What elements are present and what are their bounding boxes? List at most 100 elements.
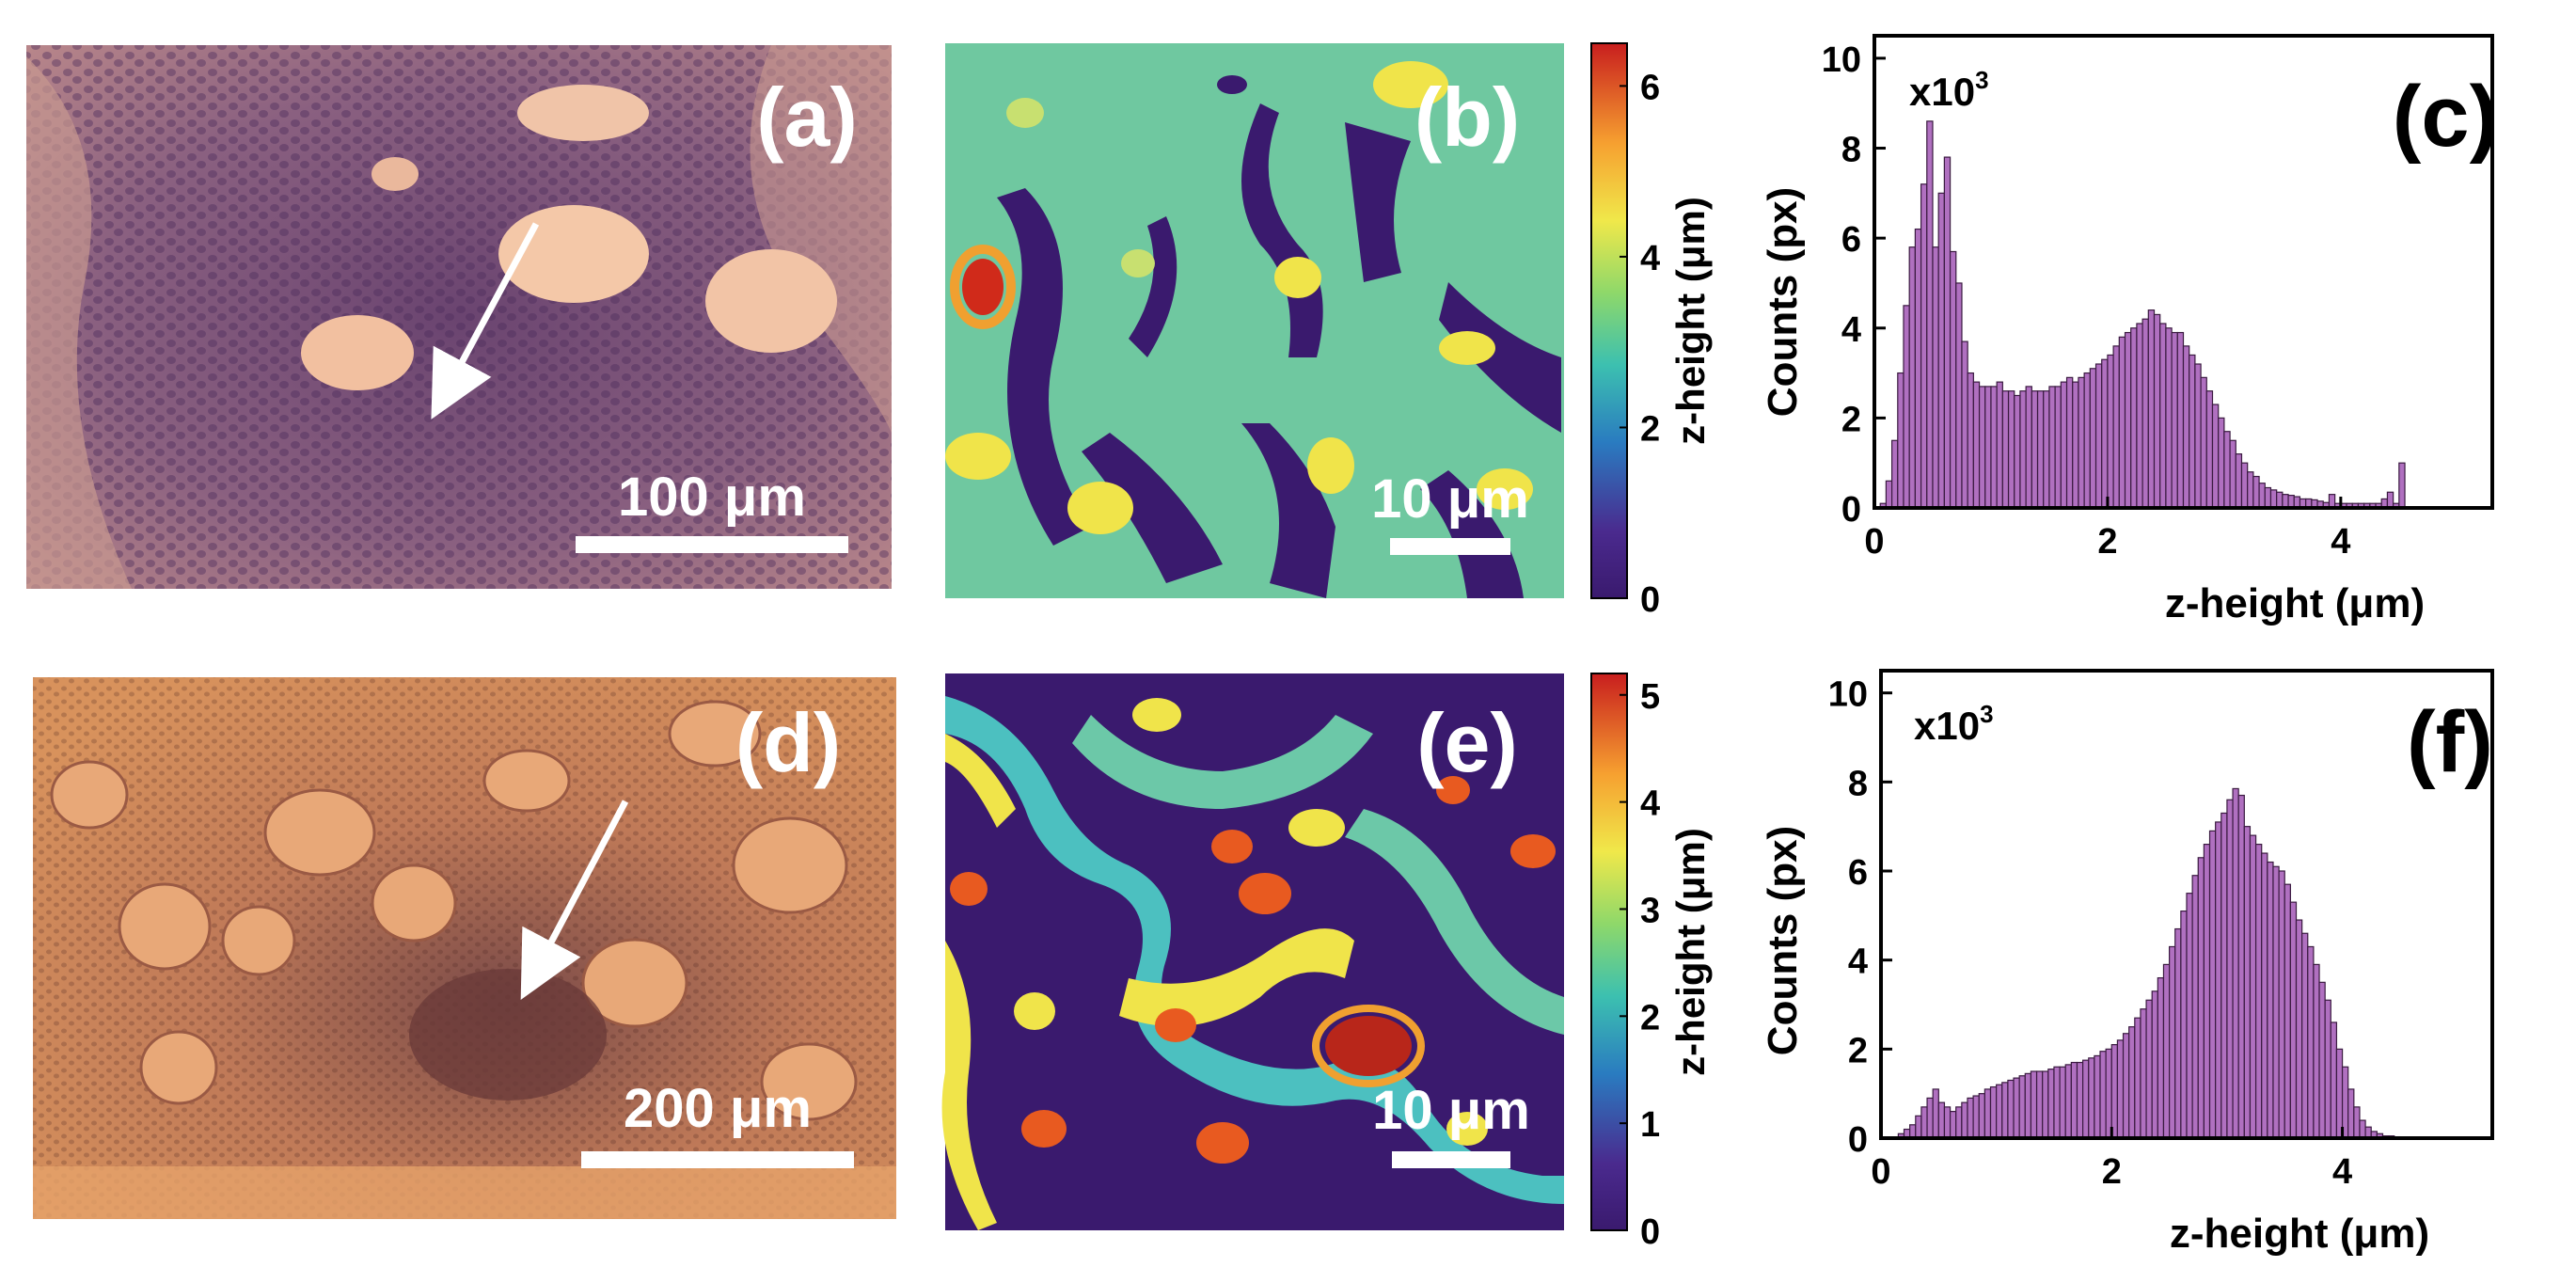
histogram-bar <box>2328 494 2336 509</box>
histogram-bar <box>2116 1039 2125 1139</box>
histogram-bar <box>1914 228 1922 509</box>
histogram-bar <box>1897 372 1904 509</box>
histogram-bar <box>2398 462 2406 509</box>
histogram-bar <box>2094 363 2103 509</box>
histogram-bar <box>2128 1026 2136 1139</box>
histogram-bar <box>1984 386 1992 509</box>
histogram-bar <box>1890 439 1899 509</box>
histogram-bar <box>2136 323 2143 509</box>
histogram-bar <box>1961 341 1968 509</box>
histogram-bar <box>2014 394 2021 509</box>
histogram-bar <box>2001 1082 2009 1139</box>
histogram-bar <box>2176 331 2185 509</box>
histogram-bar <box>2289 901 2298 1139</box>
histogram-bar <box>2089 368 2097 509</box>
colorbar-tick-label: 2 <box>1640 409 1660 449</box>
histogram-bar <box>2313 963 2320 1139</box>
histogram-bar <box>2186 893 2193 1139</box>
plot-frame <box>1873 34 2494 510</box>
histogram-bar <box>2169 945 2176 1139</box>
histogram-bar <box>2330 1022 2338 1139</box>
histogram-bar <box>2053 1066 2061 1139</box>
histogram-bar <box>2124 331 2132 509</box>
panel-label-e: (e) <box>1416 696 1518 789</box>
histogram-bar <box>2035 1070 2044 1139</box>
histogram-bar <box>2122 1033 2130 1139</box>
histogram-bar <box>2025 386 2032 509</box>
colorbar-1: z-height (μm) 0 2 4 6 <box>1590 42 1713 620</box>
histogram-bar <box>2118 336 2126 509</box>
arrow-d <box>520 800 629 1000</box>
histogram-bar <box>2105 1048 2112 1139</box>
multiplier-c: x103 <box>1909 66 1989 114</box>
panel-label-d: (d) <box>735 696 841 789</box>
scale-bar-label-e: 10 μm <box>1372 1080 1530 1141</box>
panel-b: 10 μm (b) <box>945 43 1564 598</box>
histogram-bar <box>2048 386 2056 509</box>
histogram-bar <box>2208 830 2217 1139</box>
histogram-bar <box>1937 192 1945 509</box>
x-tick-label: 2 <box>2102 1152 2122 1192</box>
histogram-bar <box>2215 821 2222 1139</box>
colorbar-2-gradient <box>1590 673 1628 1231</box>
histogram-bar <box>2078 376 2085 509</box>
histogram-bar <box>2145 999 2153 1139</box>
histogram-bar <box>2112 345 2120 509</box>
y-tick-label: 10 <box>1822 40 1861 80</box>
colorbar-tick-label: 2 <box>1640 998 1660 1037</box>
histogram-bar <box>2347 1088 2355 1139</box>
histogram-bar <box>2101 358 2109 509</box>
histogram-bar <box>2252 475 2260 509</box>
histogram-bar <box>2353 1106 2361 1139</box>
scale-bar-label-b: 10 μm <box>1371 468 1529 530</box>
histogram-bar <box>1972 381 1981 509</box>
histogram-bar <box>2140 1008 2147 1139</box>
histogram-bar <box>2088 1057 2095 1139</box>
histogram-bar <box>1926 120 1934 509</box>
histogram-bar <box>2182 345 2190 509</box>
histogram-bar <box>2261 852 2268 1139</box>
y-tick-label: 8 <box>1841 131 1861 170</box>
histogram-bar <box>2157 976 2165 1139</box>
colorbar-1-label: z-height (μm) <box>1668 197 1713 445</box>
panel-label-a: (a) <box>756 71 858 164</box>
histogram-bar <box>2082 1059 2090 1139</box>
panel-label-b: (b) <box>1414 71 1520 164</box>
histogram-bar <box>2191 875 2199 1139</box>
histogram-bar <box>2194 363 2202 509</box>
histogram-bar <box>2324 999 2331 1139</box>
y-tick-label: 0 <box>1848 1120 1868 1160</box>
y-tick-label: 2 <box>1841 400 1861 439</box>
y-tick-label: 8 <box>1848 764 1868 803</box>
plot-frame <box>1879 669 2494 1140</box>
histogram-bar <box>2180 910 2188 1139</box>
height-peak-b <box>962 259 1004 315</box>
histogram-bar <box>2159 323 2167 509</box>
colorbar-1-gradient <box>1590 42 1628 599</box>
histogram-bar <box>2064 1064 2072 1139</box>
arrow-a <box>431 222 540 420</box>
histogram-bar <box>2030 1070 2038 1139</box>
histogram-bar <box>2043 390 2050 509</box>
histogram-bar <box>1961 1101 1968 1139</box>
histogram-bar <box>2007 1079 2015 1139</box>
histogram-bar <box>2335 1048 2344 1139</box>
histogram-bar <box>1972 1095 1980 1139</box>
histogram-bar <box>2162 963 2171 1139</box>
scale-bar-label-d: 200 μm <box>624 1078 812 1139</box>
x-axis-label-f: z-height (μm) <box>2170 1211 2429 1257</box>
histogram-bar <box>1903 305 1910 509</box>
histogram-bar <box>1989 1085 1998 1139</box>
histogram-bar <box>2307 945 2315 1139</box>
histogram-bar <box>2147 309 2156 509</box>
panel-a: 100 μm (a) <box>26 45 892 589</box>
y-axis-label-f: Counts (px) <box>1760 826 1806 1055</box>
x-tick-label: 2 <box>2097 522 2117 562</box>
histogram-bar <box>2024 1072 2032 1139</box>
x-tick-label: 0 <box>1864 522 1884 562</box>
histogram-bar <box>1943 1106 1952 1139</box>
scale-bar-label-a: 100 μm <box>618 467 806 528</box>
histogram-bar <box>1990 386 1998 509</box>
histogram-bar <box>2141 318 2149 509</box>
